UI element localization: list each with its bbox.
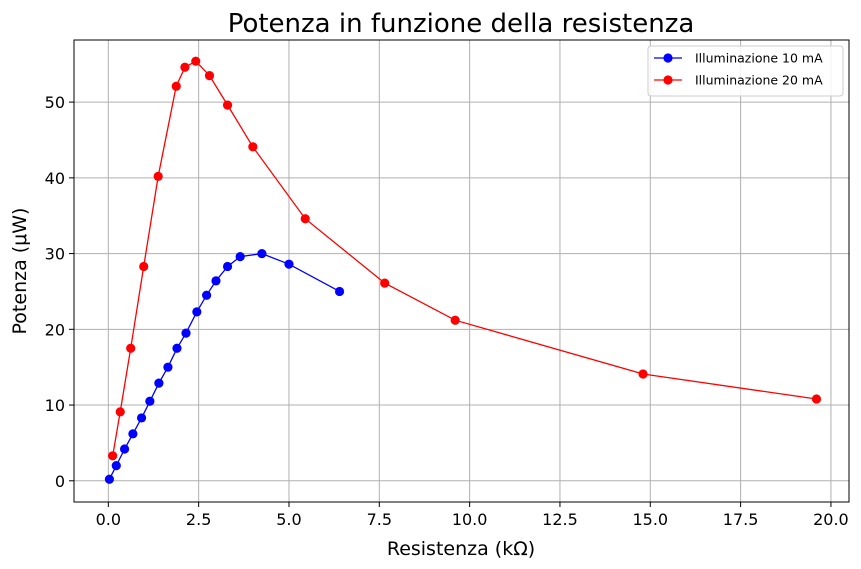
x-tick-label: 5.0 <box>276 510 301 529</box>
x-tick-label: 12.5 <box>542 510 578 529</box>
data-point <box>139 261 149 272</box>
data-point <box>119 444 130 454</box>
data-point <box>180 62 190 72</box>
series-line <box>112 60 817 456</box>
y-tick-label: 30 <box>45 245 65 264</box>
x-axis-title: Resistenza (kΩ) <box>387 538 535 560</box>
x-tick-label: 0.0 <box>96 510 121 529</box>
legend-box <box>647 45 844 97</box>
data-point <box>222 261 233 272</box>
data-point <box>111 461 121 471</box>
data-point <box>334 286 345 297</box>
data-point <box>171 81 181 91</box>
legend-item: Illuminazione 20 mA <box>654 73 823 88</box>
x-tick-label: 17.5 <box>723 510 759 529</box>
data-point <box>128 429 138 439</box>
data-point <box>257 248 267 259</box>
data-point <box>211 276 221 286</box>
x-tick-label: 20.0 <box>813 510 849 529</box>
data-point <box>154 378 164 388</box>
legend-label: Illuminazione 10 mA <box>695 51 823 66</box>
x-tick-label: 10.0 <box>452 510 488 529</box>
data-point <box>104 474 115 484</box>
chart-title: Potenza in funzione della resistenza <box>228 9 695 39</box>
y-tick-label: 40 <box>45 169 65 188</box>
y-axis-title: Potenza (μW) <box>9 208 31 335</box>
x-tick-label: 2.5 <box>186 510 211 529</box>
legend: Illuminazione 10 mA Illuminazione 20 mA <box>647 45 844 97</box>
data-point <box>192 307 202 317</box>
data-point <box>811 394 822 404</box>
data-point <box>380 278 390 288</box>
data-point <box>181 328 191 338</box>
legend-label: Illuminazione 20 mA <box>695 73 823 88</box>
x-axis: 0.0 2.5 5.0 7.5 10.0 12.5 15.0 17.5 20.0 <box>96 502 849 529</box>
legend-marker <box>663 75 673 85</box>
series-1 <box>104 248 345 484</box>
legend-item: Illuminazione 10 mA <box>654 51 823 66</box>
x-tick-label: 7.5 <box>367 510 392 529</box>
data-point <box>204 70 215 81</box>
series-line <box>108 252 340 480</box>
data-point <box>172 343 182 353</box>
y-axis: 0 10 20 30 40 50 <box>45 93 74 491</box>
data-point <box>450 315 460 325</box>
y-tick-label: 10 <box>45 396 65 415</box>
data-point <box>136 413 147 423</box>
data-point <box>638 369 648 379</box>
series-layer <box>104 56 822 484</box>
data-point <box>235 252 245 262</box>
y-tick-label: 50 <box>45 93 65 112</box>
grid <box>74 40 849 502</box>
data-point <box>191 56 201 66</box>
data-point <box>145 396 155 406</box>
data-point <box>222 100 233 110</box>
x-tick-label: 15.0 <box>632 510 668 529</box>
data-point <box>126 343 136 353</box>
data-point <box>284 259 294 269</box>
data-point <box>163 362 173 372</box>
series-2 <box>108 56 822 461</box>
plot-frame <box>73 39 850 503</box>
y-tick-label: 0 <box>55 472 65 491</box>
data-point <box>153 171 163 181</box>
data-point <box>108 451 118 461</box>
legend-marker <box>663 53 673 63</box>
data-point <box>248 142 258 152</box>
y-tick-label: 20 <box>45 320 65 339</box>
data-point <box>300 214 310 224</box>
data-point <box>201 290 212 300</box>
data-point <box>115 407 125 417</box>
